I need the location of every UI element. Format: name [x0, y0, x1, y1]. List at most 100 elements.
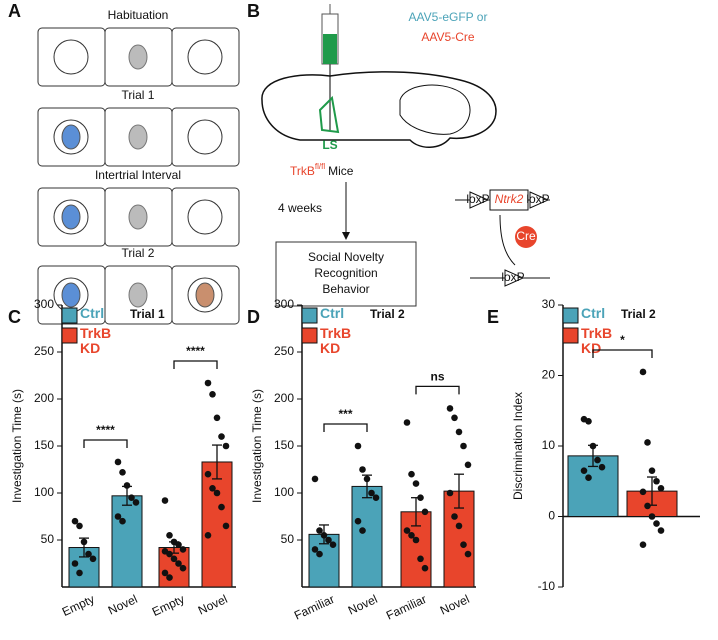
gene-box — [489, 189, 529, 211]
data-point — [175, 560, 182, 567]
data-point — [417, 555, 424, 563]
legend-label: Ctrl — [320, 306, 345, 321]
data-point — [166, 532, 173, 539]
y-tick-label: 200 — [274, 391, 294, 405]
data-point — [639, 488, 647, 496]
loxp-site — [469, 191, 490, 209]
data-point — [580, 467, 588, 474]
x-tick-label: Familiar — [384, 592, 429, 623]
behavior-box — [275, 241, 417, 307]
x-tick-label: Empty — [150, 592, 187, 619]
data-point — [446, 405, 454, 412]
legend-swatch — [301, 327, 318, 344]
loxp-label: loxP — [501, 270, 524, 284]
y-tick-label: 30 — [542, 297, 556, 311]
data-point — [123, 482, 131, 489]
y-tick-label: 10 — [542, 438, 556, 452]
data-point — [403, 527, 411, 534]
data-point — [460, 442, 467, 450]
mouse-superscript: fl/fl — [315, 162, 325, 171]
data-point — [598, 463, 606, 471]
x-tick-label: Novel — [196, 592, 230, 618]
data-point — [639, 541, 647, 548]
legend-swatch — [562, 307, 579, 324]
data-point — [311, 546, 319, 553]
data-point — [648, 513, 656, 520]
y-tick-label: 50 — [41, 532, 55, 546]
data-point — [132, 499, 140, 506]
y-tick-label: 150 — [274, 438, 294, 452]
cup — [53, 39, 89, 75]
stage-label: Intertrial Interval — [95, 168, 181, 182]
bar — [351, 485, 383, 588]
data-point — [464, 461, 472, 469]
significance-label: * — [620, 333, 625, 347]
data-point — [446, 489, 454, 497]
data-point — [464, 550, 472, 558]
stimulus-mouse — [195, 282, 215, 308]
significance-label: *** — [338, 407, 352, 421]
loxp-label: loxP — [526, 192, 549, 206]
legend-item: Ctrl — [320, 306, 345, 321]
gene-label: Ntrk2 — [495, 192, 524, 206]
significance-bracket — [173, 360, 218, 370]
legend-item: TrkB KD — [581, 326, 612, 356]
y-tick-label: 250 — [274, 344, 294, 358]
significance-label: ns — [430, 370, 444, 384]
data-point — [455, 428, 463, 436]
stimulus-mouse — [61, 282, 81, 308]
data-point — [76, 569, 83, 577]
chart-title: Trial 2 — [621, 307, 656, 321]
legend-item: TrkB KD — [320, 326, 351, 356]
data-point — [403, 419, 411, 426]
data-point — [455, 522, 463, 530]
y-tick-label: 50 — [281, 532, 295, 546]
cerebellum — [399, 84, 471, 135]
data-point — [412, 480, 420, 487]
data-point — [316, 527, 323, 534]
data-point — [639, 368, 647, 376]
mouse-line: TrkBfl/fl Mice — [290, 162, 354, 178]
y-tick-label: 100 — [34, 485, 54, 499]
data-point — [89, 555, 97, 563]
region-label: LS — [322, 138, 337, 152]
data-point — [412, 536, 420, 544]
y-tick-label: 100 — [274, 485, 294, 499]
ls-region — [318, 95, 340, 134]
y-axis-label: Investigation Time (s) — [10, 389, 24, 503]
mouse — [128, 124, 148, 150]
stimulus-mouse — [61, 204, 81, 230]
x-tick-label: Empty — [60, 592, 97, 619]
data-point — [76, 522, 83, 530]
data-point — [161, 569, 169, 577]
data-point — [222, 442, 230, 450]
data-point — [644, 439, 651, 446]
data-point — [161, 497, 169, 504]
stage-label: Trial 1 — [122, 88, 155, 102]
data-point — [421, 508, 429, 516]
data-point — [421, 564, 429, 572]
data-point — [179, 564, 187, 572]
significance-bracket — [323, 423, 368, 432]
chart-title: Trial 2 — [370, 307, 405, 321]
stage-label: Habituation — [108, 8, 169, 22]
y-tick-label: 300 — [34, 297, 54, 311]
panel-b: LS AAV5-eGFP or AAV5-Cre TrkBfl/fl Mice 4… — [261, 4, 550, 307]
data-point — [644, 502, 651, 510]
data-point — [354, 517, 362, 525]
significance-label: **** — [96, 423, 115, 437]
significance-bracket — [592, 349, 653, 358]
data-point — [657, 485, 665, 492]
data-point — [128, 494, 135, 502]
panel-label: D — [247, 307, 260, 327]
mouse — [128, 44, 148, 70]
data-point — [408, 470, 415, 478]
panel-label: B — [247, 1, 260, 21]
mouse-gene: TrkB — [290, 164, 315, 178]
panel-label: E — [487, 307, 499, 327]
syringe-fill — [323, 34, 337, 64]
data-point — [359, 466, 366, 473]
data-point — [119, 517, 126, 525]
x-tick-label: Novel — [346, 592, 380, 618]
